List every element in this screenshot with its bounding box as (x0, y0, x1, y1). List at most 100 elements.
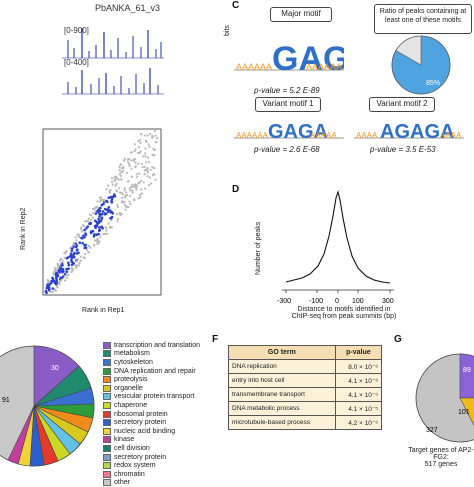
legend-item: cytoskeleton (103, 358, 200, 367)
scatter-point (114, 176, 116, 178)
scatter-point-peak (72, 262, 75, 265)
scatter-point-peak (98, 226, 101, 229)
scatter-point-peak (86, 225, 89, 228)
scatter-point (147, 157, 149, 159)
scatter-point (50, 291, 52, 293)
scatter-point (107, 185, 109, 187)
scatter-point (116, 177, 118, 179)
scatter-point (151, 135, 153, 137)
scatter-point (99, 197, 101, 199)
track-title: PbANKA_61_v3 (95, 3, 160, 13)
scatter-point (105, 227, 107, 229)
scatter-point (65, 250, 67, 252)
scatter-point (154, 130, 156, 132)
distance-xlabel-line2: ChIP-seq from peak summits (bp) (284, 313, 404, 320)
scatter-point (97, 238, 99, 240)
tick-label: 0 (335, 298, 339, 305)
scatter-point (143, 181, 145, 183)
panel-letter-d: D (232, 184, 239, 195)
scatter-point (145, 155, 147, 157)
scatter-point (150, 182, 152, 184)
scatter-point (81, 230, 83, 232)
scatter-point (127, 159, 129, 161)
legend-swatch (103, 479, 111, 486)
scatter-point (53, 270, 55, 272)
scatter-point-peak (106, 208, 109, 211)
scatter-point (60, 263, 62, 265)
scatter-point (137, 163, 139, 165)
scatter-point (124, 209, 126, 211)
legend-swatch (103, 342, 111, 349)
scatter-point-peak (55, 280, 58, 283)
scatter-point (148, 184, 150, 186)
scatter-point (76, 260, 78, 262)
scatter-point (129, 189, 131, 191)
scatter-point-peak (111, 216, 114, 219)
scatter-point (139, 194, 141, 196)
scatter-point (102, 233, 104, 235)
legend-item: kinase (103, 436, 200, 445)
scatter-point (153, 154, 155, 156)
scatter-point-peak (89, 222, 92, 225)
scatter-point (132, 192, 134, 194)
scatter-point (109, 227, 111, 229)
svg-text:AAAA: AAAA (440, 131, 462, 140)
scatter-point (146, 175, 148, 177)
scatter-point (120, 179, 122, 181)
scatter-point (76, 267, 78, 269)
scatter-point (130, 168, 132, 170)
scatter-point (110, 189, 112, 191)
svg-text:AAAAAA: AAAAAA (306, 62, 342, 72)
scatter-point (136, 173, 138, 175)
category-pie: 91 30 (0, 336, 96, 474)
scatter-point (138, 181, 140, 183)
scatter-point (147, 134, 149, 136)
scatter-point-peak (90, 232, 93, 235)
scatter-point (118, 179, 120, 181)
scatter-point (67, 274, 69, 276)
scatter-point (89, 214, 91, 216)
scatter-ylabel: Rank in Rep2 (20, 208, 27, 250)
scatter-point (125, 191, 127, 193)
scatter-point (122, 166, 124, 168)
scatter-point (92, 217, 94, 219)
tick-label: -300 (277, 298, 291, 305)
go-header-pvalue: p-value (335, 346, 381, 360)
scatter-point (144, 152, 146, 154)
scatter-point-peak (104, 212, 107, 215)
scatter-point (116, 190, 118, 192)
scatter-point-peak (110, 196, 113, 199)
legend-swatch (103, 402, 111, 409)
genome-tracks (60, 18, 166, 108)
scatter-point (127, 180, 129, 182)
scatter-point (131, 151, 133, 153)
legend-item: nucleic acid binding (103, 427, 200, 436)
scatter-point-peak (94, 220, 97, 223)
scatter-point (134, 143, 136, 145)
scatter-point (155, 141, 157, 143)
scatter-point (98, 241, 100, 243)
scatter-point (115, 183, 117, 185)
scatter-point-peak (94, 226, 97, 229)
legend-item: chromatin (103, 470, 200, 479)
variant1-logo: AAAAAA GAGA AAAAA (234, 112, 344, 142)
panel-letter-c: C (232, 0, 239, 11)
scatter-xlabel: Rank in Rep1 (82, 307, 124, 314)
scatter-point-peak (77, 251, 80, 254)
scatter-point (88, 218, 90, 220)
scatter-point (140, 180, 142, 182)
scatter-point (47, 279, 49, 281)
scatter-point (145, 140, 147, 142)
scatter-point (137, 140, 139, 142)
scatter-point (70, 271, 72, 273)
scatter-point (129, 187, 131, 189)
scatter-point (147, 172, 149, 174)
scatter-point-peak (83, 247, 86, 250)
scatter-point-peak (81, 242, 84, 245)
scatter-point (106, 233, 108, 235)
scatter-point (117, 206, 119, 208)
scatter-point (56, 286, 58, 288)
legend-item: DNA replication and repair (103, 367, 200, 376)
